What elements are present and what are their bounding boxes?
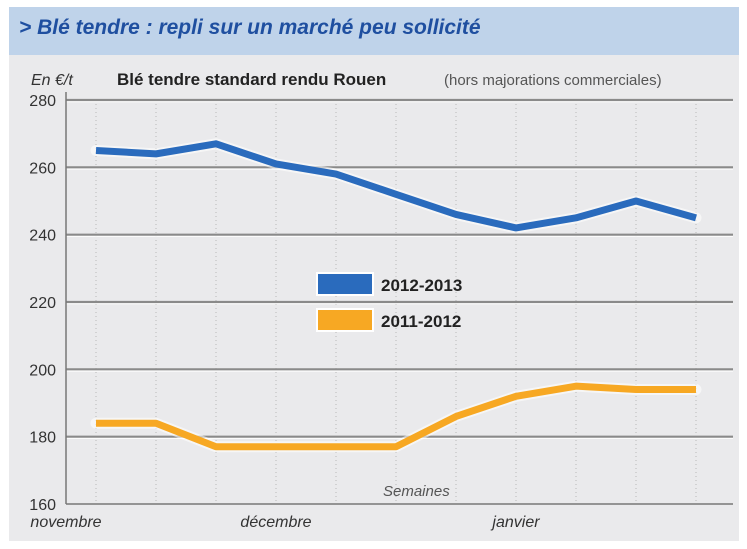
page-title: > Blé tendre : repli sur un marché peu s… (19, 16, 481, 39)
y-tick-label: 260 (29, 160, 56, 177)
x-tick-label: janvier (490, 514, 540, 531)
chart-title: Blé tendre standard rendu Rouen (117, 70, 386, 89)
legend-swatch (316, 308, 374, 332)
legend-swatch (316, 272, 374, 296)
legend-label: 2011-2012 (381, 312, 461, 331)
axis-layer: 160 180 200 220 240 260 280 novembre décembre jan… (29, 92, 733, 531)
y-tick-label: 240 (29, 228, 56, 245)
y-tick-label: 220 (29, 295, 56, 312)
y-tick-label: 160 (29, 497, 56, 514)
y-tick-label: 200 (29, 362, 56, 379)
title-bar (9, 7, 739, 55)
legend-label: 2012-2013 (381, 276, 462, 295)
x-axis-label: Semaines (383, 483, 450, 500)
x-tick-label: décembre (240, 514, 311, 531)
series-layer (90, 138, 702, 453)
legend: 2012-2013 2011-2012 (316, 272, 462, 332)
chart-subtitle: (hors majorations commerciales) (444, 72, 662, 89)
y-tick-label: 280 (29, 93, 56, 110)
y-tick-label: 180 (29, 430, 56, 447)
x-tick-label: novembre (30, 514, 101, 531)
y-axis-unit-label: En €/t (31, 72, 73, 89)
